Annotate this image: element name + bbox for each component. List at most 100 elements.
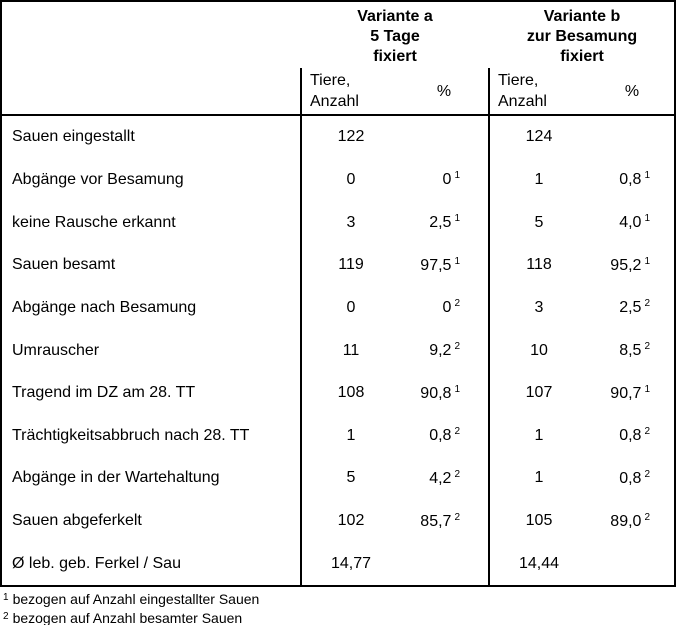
- variante-a-tiere-value: 1: [346, 426, 356, 444]
- variante-a-subtitle-1: 5 Tage: [370, 28, 420, 45]
- variante-a-tiere-column-header: Tiere, Anzahl: [310, 72, 359, 110]
- variante-a-tiere-value: 0: [346, 298, 356, 316]
- variante-a-footnote-marker: 2: [454, 468, 460, 480]
- variante-a-percent-cell: 97,5 1: [400, 256, 488, 275]
- variante-b-footnote-marker: 1: [644, 255, 650, 267]
- variante-a-percent-value: 0,8: [429, 427, 452, 445]
- variante-a-title: Variante a: [357, 8, 433, 25]
- variante-a-percent-value: 0: [442, 171, 452, 189]
- variante-a-percent-cell: [400, 554, 488, 573]
- variante-b-subtitle-2: fixiert: [560, 48, 604, 65]
- variante-a-percent-value: 9,2: [429, 342, 452, 360]
- variante-a-percent-cell: 0,8 2: [400, 426, 488, 445]
- variante-b-tiere-value: 5: [534, 213, 544, 231]
- variante-a-percent-cell: [400, 128, 488, 147]
- row-label: Sauen besamt: [12, 256, 116, 274]
- variante-b-percent-cell: 8,5 2: [590, 341, 674, 360]
- variante-b-percent-cell: 2,5 2: [590, 298, 674, 317]
- variante-a-percent-value: 90,8: [420, 384, 452, 402]
- variante-a-footnote-marker: 2: [454, 426, 460, 438]
- variante-b-percent-value: 0,8: [619, 427, 642, 445]
- variante-a-percent-value: 97,5: [420, 256, 452, 274]
- variante-b-percent-cell: 0,8 2: [590, 426, 674, 445]
- variante-b-tiere-value: 14,44: [518, 554, 560, 572]
- row-label: Abgänge in der Wartehaltung: [12, 469, 220, 487]
- variante-b-footnote-marker: 2: [644, 468, 650, 480]
- table-row: Umrauscher 11 9,2 2 10 8,5 2: [2, 329, 674, 372]
- table-subheader: Tiere, Anzahl % Tiere, Anzahl %: [2, 68, 674, 114]
- table-row: Sauen besamt 119 97,5 1 118 95,2 1: [2, 244, 674, 287]
- row-label: Trächtigkeitsabbruch nach 28. TT: [12, 426, 250, 444]
- variante-b-tiere-value: 1: [534, 469, 544, 487]
- variante-b-percent-value: 8,5: [619, 342, 642, 360]
- footnote-2: 2 bezogen auf Anzahl besamter Sauen: [3, 608, 259, 625]
- table-row: Sauen abgeferkelt 102 85,7 2 105 89,0 2: [2, 500, 674, 543]
- table-row: Tragend im DZ am 28. TT 108 90,8 1 107 90…: [2, 372, 674, 415]
- variante-a-footnote-marker: 2: [454, 341, 460, 353]
- variante-b-percent-column-header: %: [624, 82, 640, 100]
- variante-b-footnote-marker: 2: [644, 426, 650, 438]
- variante-b-percent-cell: 89,0 2: [590, 512, 674, 531]
- footnote-1: 1 bezogen auf Anzahl eingestallter Sauen: [3, 589, 259, 608]
- variante-b-title: Variante b: [543, 8, 621, 25]
- variante-a-tiere-value: 11: [342, 341, 360, 359]
- variante-a-footnote-marker: 2: [454, 511, 460, 523]
- row-label: Abgänge vor Besamung: [12, 170, 184, 188]
- variante-b-percent-value: 0,8: [619, 469, 642, 487]
- variante-b-percent-cell: 0,8 2: [590, 469, 674, 488]
- variante-b-footnote-marker: 2: [644, 511, 650, 523]
- column-divider-left: [300, 68, 302, 585]
- variante-a-percent-cell: 2,5 1: [400, 213, 488, 232]
- variante-b-percent-cell: 95,2 1: [590, 256, 674, 275]
- row-label: Tragend im DZ am 28. TT: [12, 384, 196, 402]
- table-header: Variante a 5 Tage fixiert Variante b zur…: [2, 2, 674, 68]
- variante-a-tiere-value: 122: [337, 128, 365, 146]
- table-row: Abgänge in der Wartehaltung 5 4,2 2 1 0,8…: [2, 457, 674, 500]
- footnote-1-marker: 1: [3, 592, 9, 603]
- variante-b-percent-cell: [590, 554, 674, 573]
- footnotes: 1 bezogen auf Anzahl eingestallter Sauen …: [3, 589, 259, 625]
- variante-a-tiere-value: 0: [346, 170, 356, 188]
- variante-a-percent-value: 4,2: [429, 469, 452, 487]
- results-table: Variante a 5 Tage fixiert Variante b zur…: [0, 0, 676, 587]
- variante-a-tiere-value: 108: [337, 384, 365, 402]
- variante-a-percent-value: 85,7: [420, 512, 452, 530]
- variante-b-footnote-marker: 1: [644, 213, 650, 225]
- variante-b-subtitle-1: zur Besamung: [526, 28, 638, 45]
- variante-b-tiere-value: 105: [525, 512, 553, 530]
- variante-b-tiere-value: 3: [534, 298, 544, 316]
- table-row: Trächtigkeitsabbruch nach 28. TT 1 0,8 2 …: [2, 414, 674, 457]
- variante-a-subtitle-2: fixiert: [373, 48, 417, 65]
- variante-b-percent-value: 90,7: [610, 384, 642, 402]
- row-label: Abgänge nach Besamung: [12, 298, 197, 316]
- variante-a-tiere-value: 119: [338, 256, 364, 274]
- table-row: Ø leb. geb. Ferkel / Sau 14,77 14,44: [2, 542, 674, 585]
- variante-a-footnote-marker: 1: [454, 170, 460, 182]
- variante-b-percent-value: 2,5: [619, 299, 642, 317]
- header-divider: [2, 114, 674, 116]
- variante-b-percent-cell: 4,0 1: [590, 213, 674, 232]
- variante-b-tiere-value: 118: [526, 256, 552, 274]
- row-label: Umrauscher: [12, 341, 100, 359]
- table-body: Sauen eingestallt 122 124 Abgänge vor Be…: [2, 116, 674, 585]
- variante-a-percent-value: 2,5: [429, 214, 452, 232]
- variante-b-footnote-marker: 1: [644, 383, 650, 395]
- variante-a-footnote-marker: 1: [454, 383, 460, 395]
- header-label-spacer: [2, 2, 300, 68]
- footnote-2-marker: 2: [3, 611, 9, 622]
- footnote-1-text: bezogen auf Anzahl eingestallter Sauen: [12, 591, 260, 607]
- variante-a-footnote-marker: 1: [454, 255, 460, 267]
- table-row: Sauen eingestallt 122 124: [2, 116, 674, 159]
- variante-a-percent-cell: 85,7 2: [400, 512, 488, 531]
- variante-a-tiere-value: 14,77: [330, 554, 372, 572]
- row-label: Sauen eingestallt: [12, 128, 135, 146]
- column-divider-right: [488, 68, 490, 585]
- row-label: keine Rausche erkannt: [12, 213, 176, 231]
- row-label: Sauen abgeferkelt: [12, 512, 142, 530]
- footnote-2-text: bezogen auf Anzahl besamter Sauen: [12, 610, 243, 625]
- variante-a-footnote-marker: 1: [454, 213, 460, 225]
